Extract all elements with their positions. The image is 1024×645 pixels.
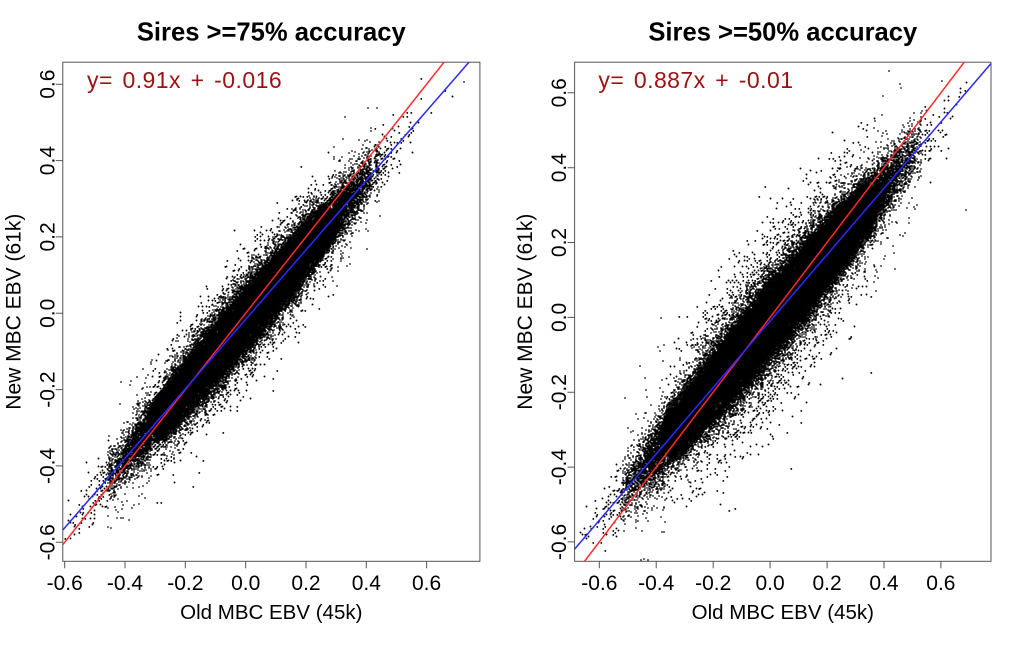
svg-text:New MBC EBV (61k): New MBC EBV (61k) <box>514 214 537 410</box>
svg-text:0.0: 0.0 <box>36 299 59 328</box>
svg-text:-0.2: -0.2 <box>695 572 731 595</box>
svg-text:0.4: 0.4 <box>36 146 59 176</box>
svg-text:y= 0.887x + -0.01: y= 0.887x + -0.01 <box>598 67 793 93</box>
svg-text:-0.4: -0.4 <box>107 572 144 595</box>
svg-text:-0.6: -0.6 <box>581 572 617 595</box>
svg-text:Old MBC EBV (45k): Old MBC EBV (45k) <box>180 601 362 624</box>
svg-text:0.6: 0.6 <box>548 78 571 107</box>
svg-text:-0.6: -0.6 <box>47 572 83 595</box>
svg-text:-0.4: -0.4 <box>36 447 59 484</box>
svg-text:0.2: 0.2 <box>812 572 841 595</box>
svg-text:-0.6: -0.6 <box>36 524 59 560</box>
svg-text:0.0: 0.0 <box>231 572 260 595</box>
svg-text:0.0: 0.0 <box>548 303 571 332</box>
svg-text:0.2: 0.2 <box>548 228 571 257</box>
svg-text:0.4: 0.4 <box>869 572 899 595</box>
svg-text:-0.4: -0.4 <box>548 449 571 486</box>
svg-text:0.4: 0.4 <box>352 572 382 595</box>
svg-text:0.2: 0.2 <box>291 572 320 595</box>
svg-text:-0.6: -0.6 <box>548 524 571 560</box>
svg-text:y= 0.91x + -0.016: y= 0.91x + -0.016 <box>87 67 282 93</box>
svg-text:0.6: 0.6 <box>36 70 59 99</box>
svg-text:New MBC EBV (61k): New MBC EBV (61k) <box>2 214 25 410</box>
svg-text:0.0: 0.0 <box>755 572 784 595</box>
svg-text:-0.4: -0.4 <box>638 572 675 595</box>
svg-text:0.6: 0.6 <box>412 572 441 595</box>
svg-text:Old MBC EBV (45k): Old MBC EBV (45k) <box>692 601 874 624</box>
svg-text:-0.2: -0.2 <box>548 374 571 410</box>
svg-text:Sires >=75% accuracy: Sires >=75% accuracy <box>137 19 407 47</box>
svg-text:-0.2: -0.2 <box>36 372 59 408</box>
svg-text:0.6: 0.6 <box>926 572 955 595</box>
svg-text:-0.2: -0.2 <box>167 572 203 595</box>
svg-text:Sires >=50% accuracy: Sires >=50% accuracy <box>648 19 918 47</box>
svg-text:0.2: 0.2 <box>36 222 59 251</box>
svg-text:0.4: 0.4 <box>548 153 571 183</box>
